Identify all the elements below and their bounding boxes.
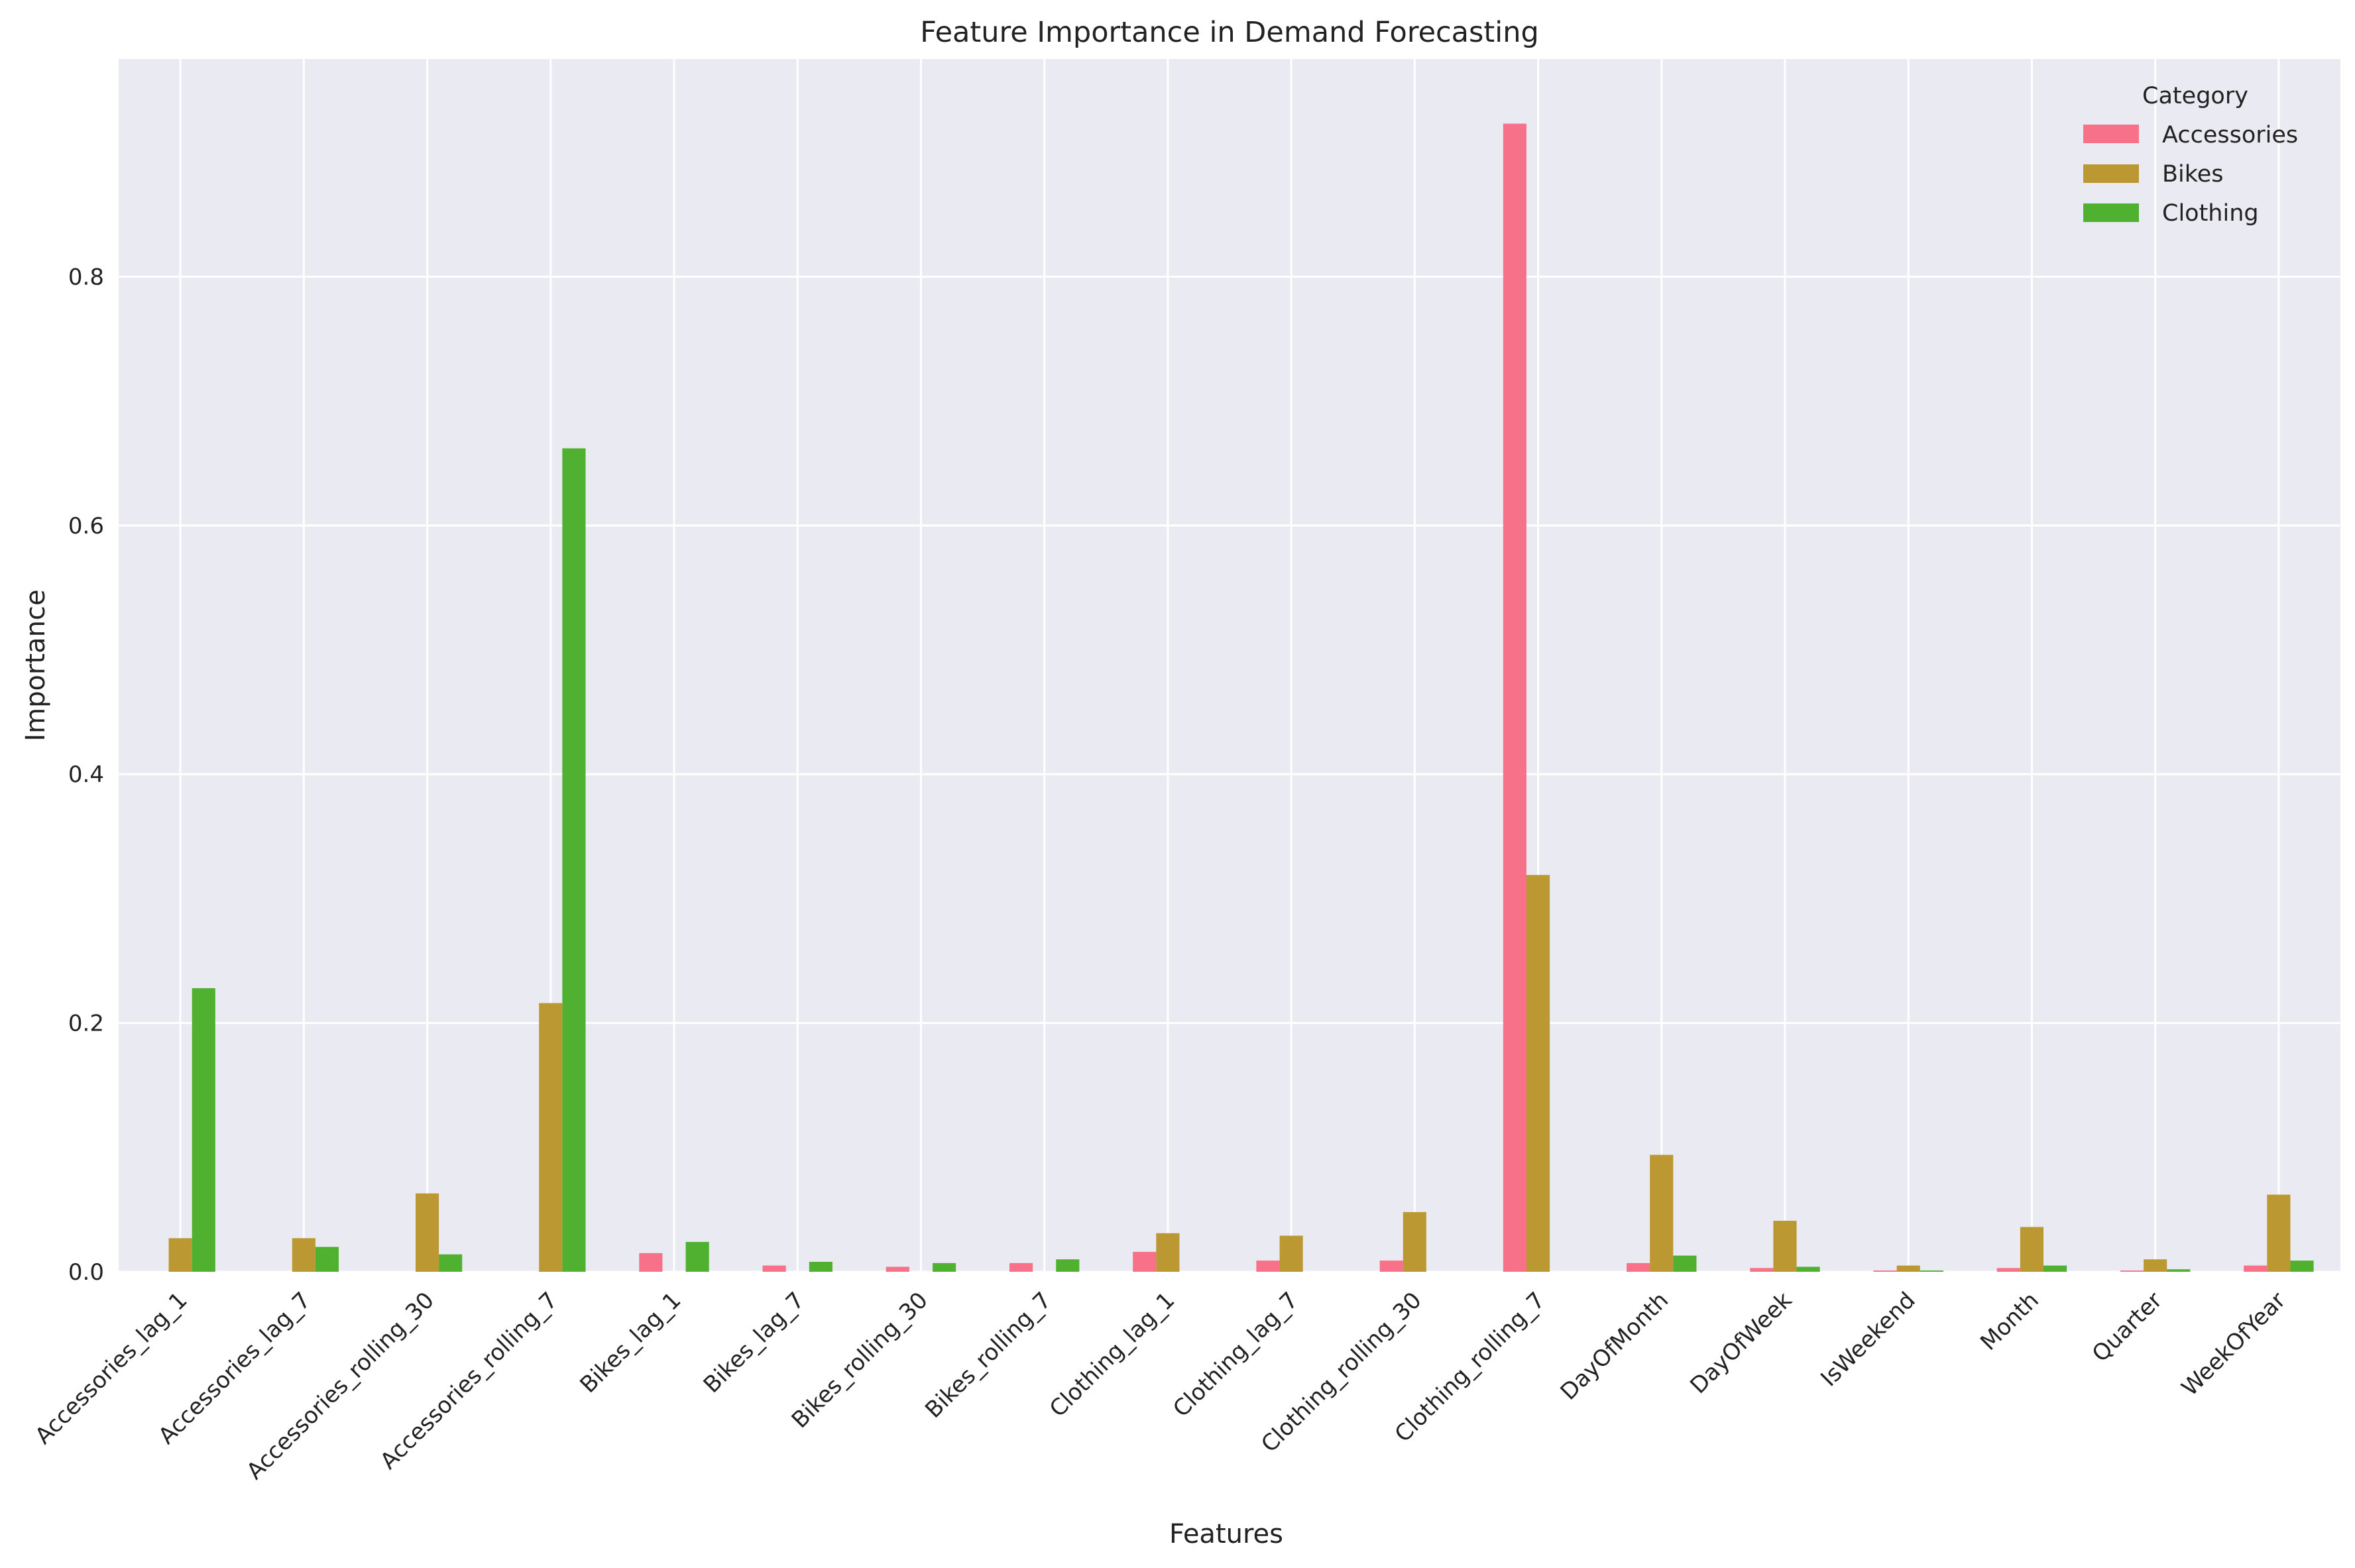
x-tick-label-bikes-lag-1: Bikes_lag_1 [575,1287,687,1398]
bar-bikes-clothing-rolling-7 [1526,875,1550,1272]
legend-title: Category [2142,83,2248,109]
grid-lines [119,59,2340,1273]
bar-bikes-accessories-lag-7 [292,1238,316,1272]
legend-swatch-clothing [2083,203,2139,222]
bar-accessories-clothing-rolling-7 [1503,123,1526,1272]
bar-accessories-clothing-lag-1 [1133,1251,1157,1272]
bar-clothing-isweekend [1920,1270,1943,1272]
x-tick-label-month: Month [1975,1287,2044,1356]
bar-clothing-bikes-lag-1 [685,1241,709,1272]
bar-bikes-accessories-rolling-7 [539,1003,563,1272]
bar-accessories-bikes-rolling-30 [886,1266,909,1272]
bar-bikes-accessories-lag-1 [168,1238,192,1272]
y-tick-labels: 0.0 0.2 0.4 0.6 0.8 [68,264,104,1286]
bar-clothing-month [2043,1265,2067,1272]
x-tick-label-weekofyear: WeekOfYear [2177,1287,2291,1401]
bar-clothing-accessories-lag-1 [192,988,215,1272]
x-tick-label-isweekend: IsWeekend [1815,1287,1920,1392]
bar-bikes-weekofyear [2267,1194,2291,1272]
bar-clothing-dayofmonth [1673,1255,1697,1272]
bar-accessories-quarter [2120,1270,2144,1272]
legend-label-accessories: Accessories [2162,122,2298,148]
bar-clothing-dayofweek [1796,1266,1820,1272]
legend-swatch-accessories [2083,125,2139,143]
bar-accessories-bikes-lag-7 [762,1265,786,1272]
legend-label-clothing: Clothing [2162,200,2259,227]
x-tick-label-clothing-lag-7: Clothing_lag_7 [1168,1287,1303,1422]
y-tick-label: 0.0 [68,1259,104,1286]
bar-bikes-month [2020,1227,2044,1272]
bar-accessories-bikes-rolling-7 [1009,1262,1033,1272]
bar-clothing-weekofyear [2290,1260,2314,1272]
bar-clothing-bikes-rolling-30 [933,1262,956,1272]
x-tick-labels: Accessories_lag_1Accessories_lag_7Access… [30,1287,2291,1485]
bar-clothing-bikes-rolling-7 [1056,1259,1080,1272]
y-tick-label: 0.4 [68,761,104,788]
bar-bikes-clothing-lag-1 [1156,1233,1180,1272]
bar-clothing-accessories-lag-7 [315,1247,339,1272]
bar-clothing-accessories-rolling-7 [562,448,586,1272]
chart-title: Feature Importance in Demand Forecasting [920,16,1539,49]
bar-bikes-quarter [2144,1259,2167,1272]
bar-accessories-clothing-lag-7 [1256,1260,1280,1272]
bar-bikes-accessories-rolling-30 [415,1193,439,1272]
bar-clothing-quarter [2167,1269,2191,1272]
y-tick-label: 0.8 [68,264,104,290]
plot-background [119,59,2340,1272]
bar-accessories-clothing-rolling-30 [1379,1260,1403,1272]
bar-accessories-isweekend [1873,1270,1897,1272]
legend: Category Accessories Bikes Clothing [2083,83,2298,227]
bar-accessories-bikes-lag-1 [639,1253,663,1272]
bar-clothing-accessories-rolling-30 [439,1254,463,1272]
x-axis-label: Features [1169,1519,1283,1549]
bar-clothing-bikes-lag-7 [809,1261,833,1272]
bar-accessories-dayofmonth [1627,1262,1650,1272]
x-tick-label-dayofmonth: DayOfMonth [1556,1287,1674,1406]
bar-bikes-clothing-rolling-30 [1403,1211,1426,1272]
bar-accessories-dayofweek [1750,1268,1774,1272]
bar-bikes-dayofweek [1773,1221,1797,1272]
bar-bikes-isweekend [1896,1265,1920,1272]
bar-accessories-weekofyear [2244,1265,2268,1272]
bar-bikes-dayofmonth [1650,1154,1674,1272]
y-axis-label: Importance [21,589,51,741]
x-tick-label-bikes-rolling-7: Bikes_rolling_7 [920,1287,1057,1424]
legend-swatch-bikes [2083,164,2139,183]
legend-label-bikes: Bikes [2162,161,2224,188]
y-tick-label: 0.6 [68,513,104,539]
x-tick-label-bikes-lag-7: Bikes_lag_7 [699,1287,810,1398]
x-tick-label-dayofweek: DayOfWeek [1685,1287,1797,1399]
y-tick-label: 0.2 [68,1011,104,1037]
bars-group [168,123,2314,1272]
x-tick-label-quarter: Quarter [2087,1287,2167,1367]
bar-accessories-month [1996,1268,2020,1272]
x-tick-label-bikes-rolling-30: Bikes_rolling_30 [787,1287,933,1433]
x-tick-label-clothing-lag-1: Clothing_lag_1 [1045,1287,1180,1422]
bar-bikes-clothing-lag-7 [1279,1235,1303,1272]
